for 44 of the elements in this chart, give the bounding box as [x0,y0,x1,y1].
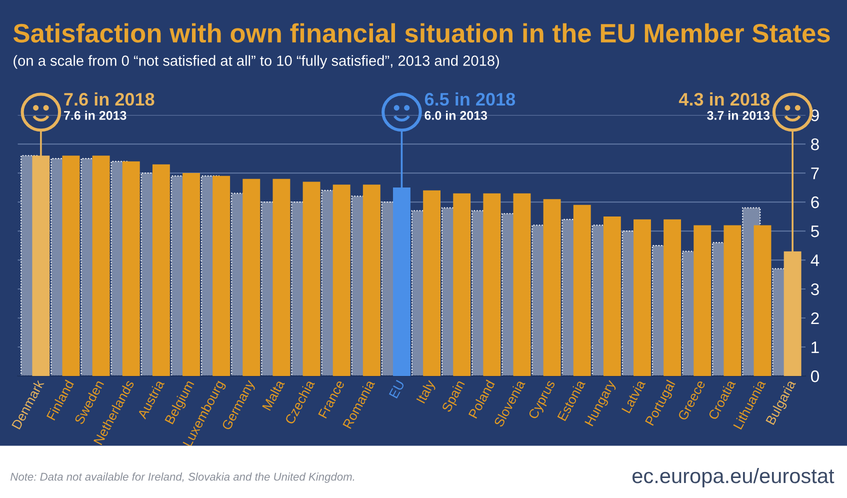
bar [513,193,531,376]
bar [362,184,380,376]
bar [92,156,110,376]
bar [634,219,651,376]
text: ec.europa.eu/eurostat [632,468,834,488]
chart-title: Satisfaction with own financial situation in the EU Member States [13,23,830,43]
y-tick-label: 3 [810,283,819,296]
chart-subtitle: (on a scale from 0 “not satisfied at all” to 10 “fully satisfied”, 2013 and 2018) [14,55,499,69]
bar [212,176,230,376]
text: 6.5 in 2018 [424,92,516,106]
bar [664,219,682,376]
y-tick-label: 8 [811,138,819,150]
bar [332,184,350,376]
text: Note: Data not available for Ireland, Slovakia and the United Kingdom. [10,472,354,483]
bar [453,193,471,376]
bar [182,173,200,376]
x-tick-label: Italy [416,378,438,405]
bar [754,225,772,376]
y-tick-label: 0 [811,370,819,382]
bar [543,199,561,376]
annotation: 6.0 in 2013 [424,110,488,120]
bar [122,161,140,376]
bar [152,164,170,376]
x-tick-label: EU [388,380,405,399]
bar [603,216,621,376]
bar [573,204,591,376]
bar [483,193,501,376]
bar [62,156,80,376]
bar [272,178,290,376]
y-tick-label: 2 [811,312,819,324]
y-tick-label: 4 [810,254,820,266]
y-tick-label: 7 [811,168,819,180]
y-tick-label: 5 [811,226,819,238]
y-tick-label: 1 [812,342,819,354]
text: 4.3 in 2018 [678,92,770,106]
annotation: 7.6 in 2013 [64,110,126,120]
bar [302,182,320,376]
bar [423,190,441,376]
y-tick-label: 6 [811,196,819,208]
annotation: 3.7 in 2013 [707,110,770,120]
text: 7.6 in 2018 [64,92,154,106]
bar [242,178,260,376]
bar [694,225,712,376]
bar [724,225,742,376]
